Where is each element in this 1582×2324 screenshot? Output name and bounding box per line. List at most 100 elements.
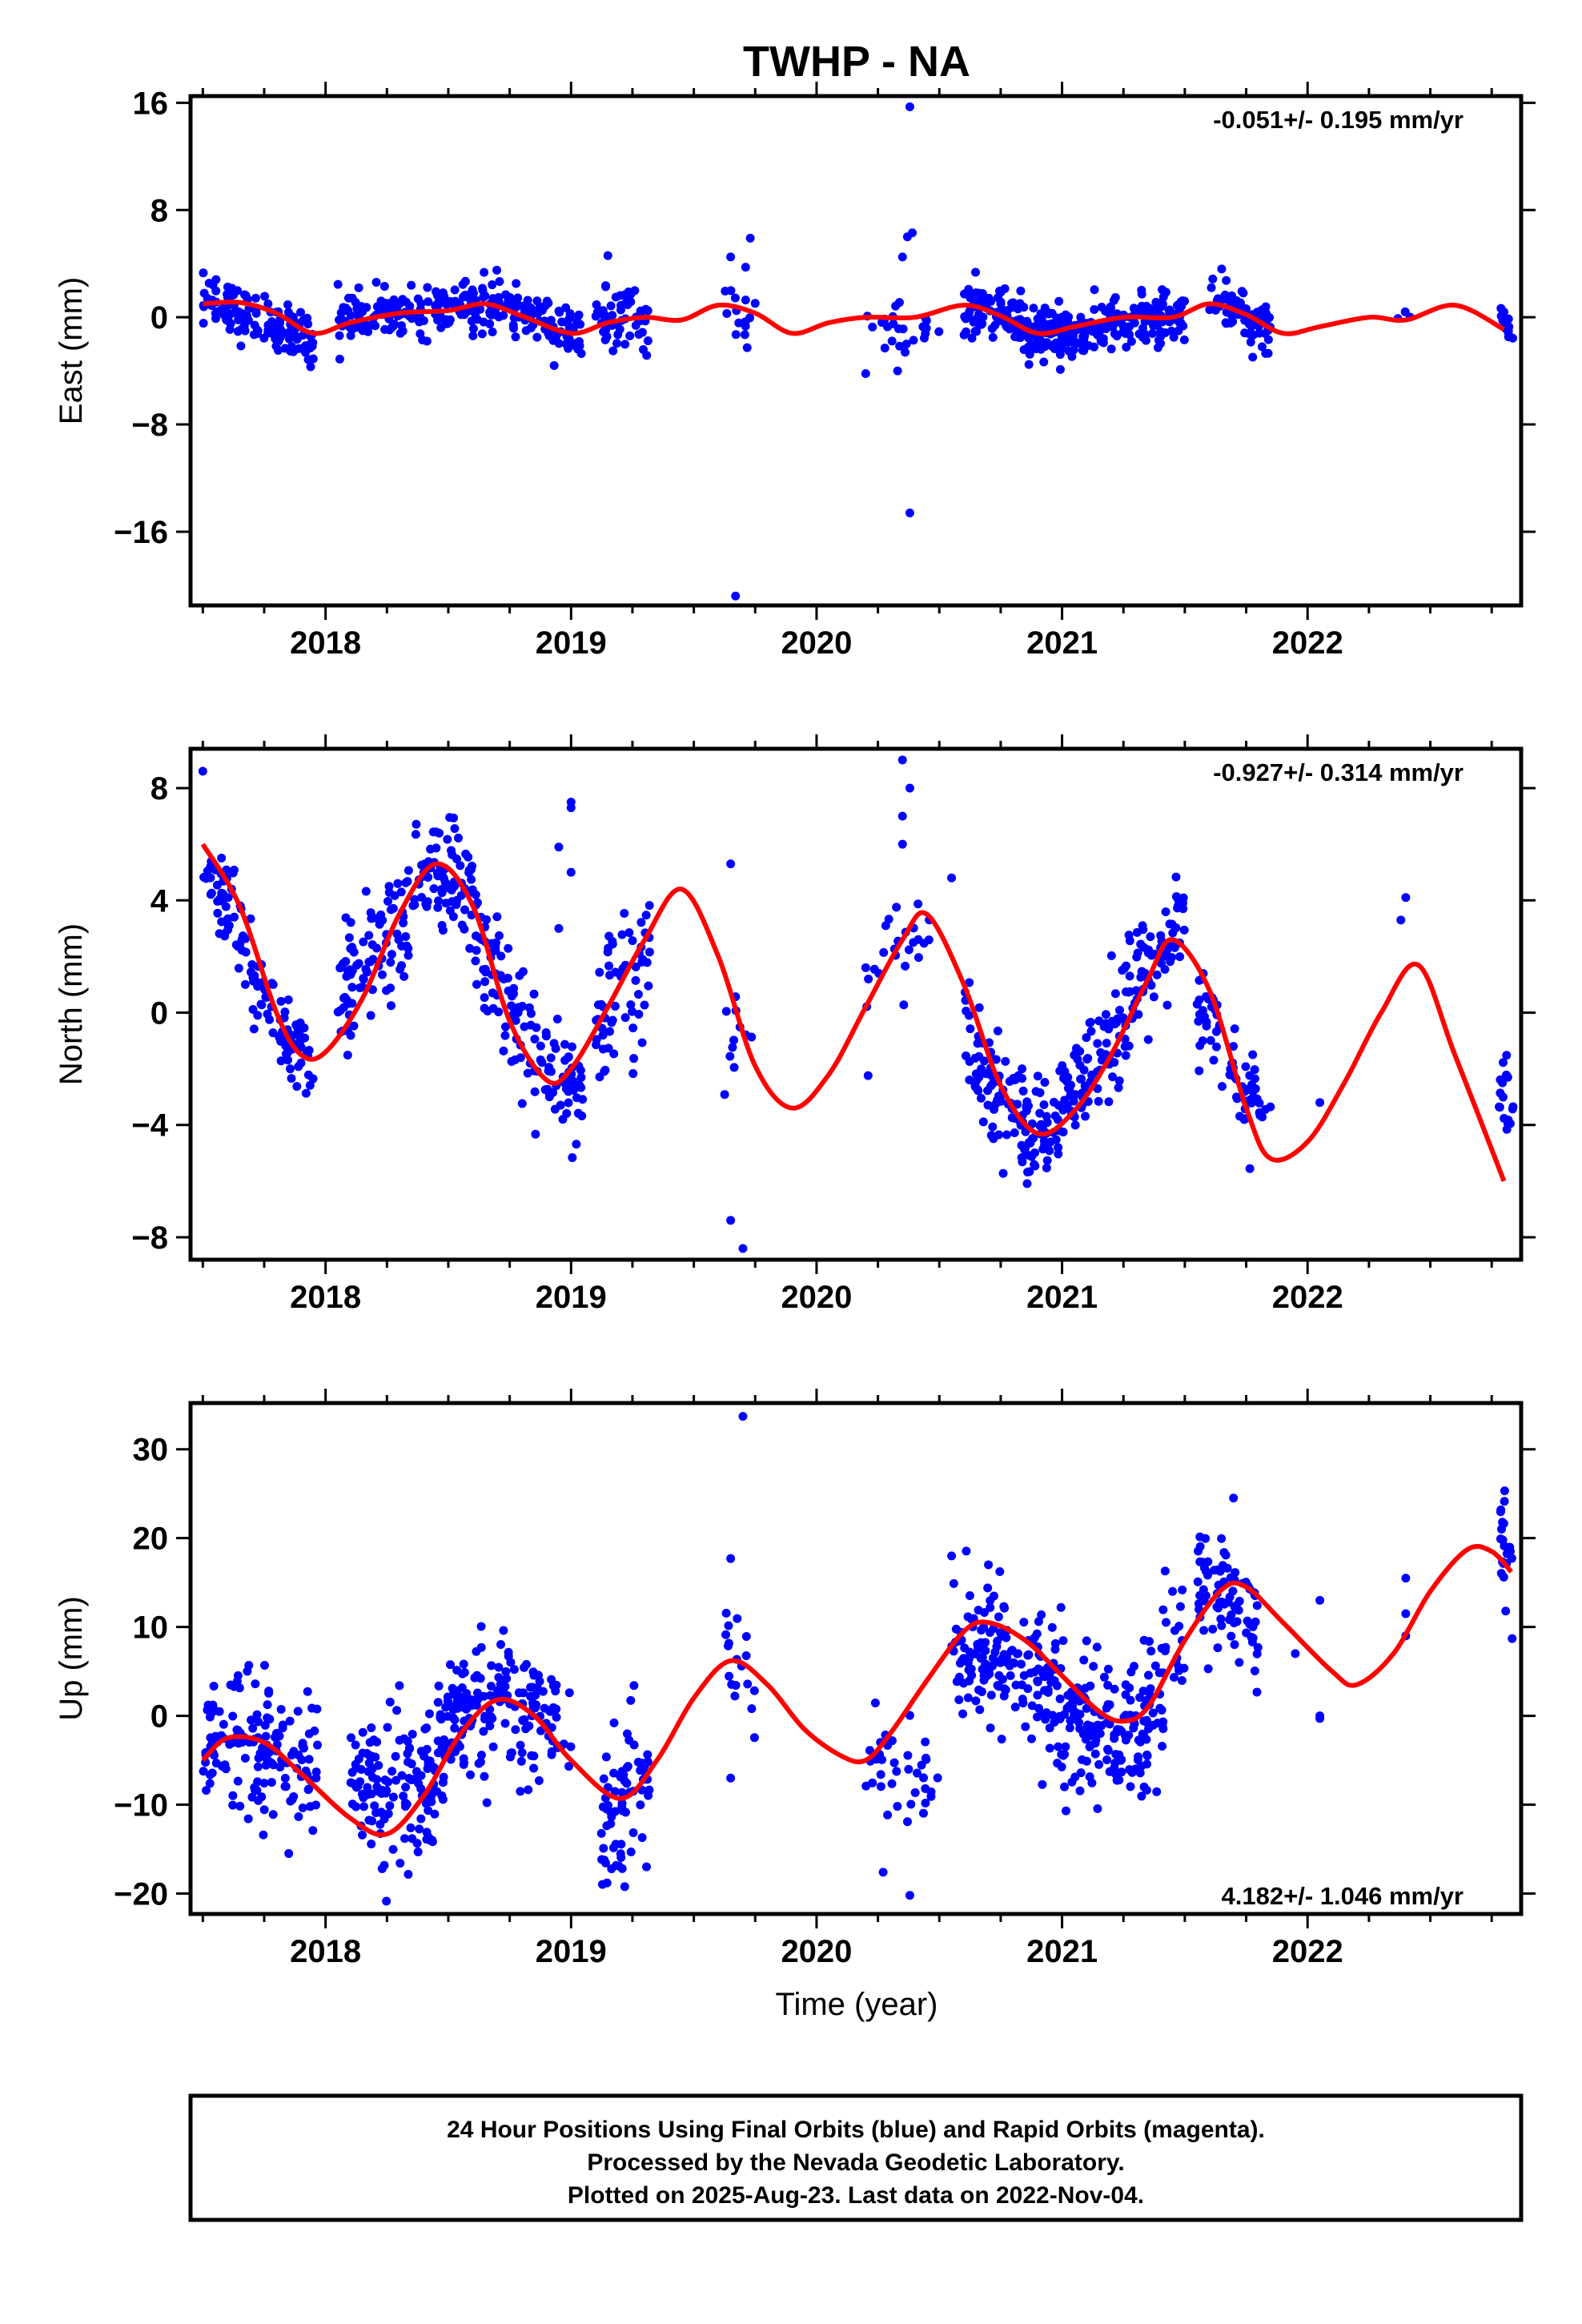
- data-point: [396, 887, 406, 897]
- data-point: [308, 354, 318, 364]
- data-point: [283, 995, 293, 1005]
- footer-line-2: Processed by the Nevada Geodetic Laborat…: [587, 2149, 1124, 2176]
- data-point: [485, 319, 495, 328]
- data-point: [206, 862, 215, 871]
- data-point: [1507, 1554, 1516, 1563]
- data-point: [400, 1834, 409, 1844]
- data-point: [281, 1782, 291, 1791]
- data-point: [876, 1782, 885, 1791]
- data-point: [1263, 335, 1273, 344]
- data-point: [1500, 1497, 1509, 1506]
- data-point: [642, 351, 652, 360]
- data-point: [1137, 1791, 1146, 1801]
- data-point: [253, 1777, 263, 1787]
- data-point: [1150, 1661, 1160, 1671]
- data-point: [389, 295, 399, 304]
- data-point: [1065, 1701, 1074, 1711]
- x-tick-label: 2020: [781, 625, 852, 661]
- data-point: [864, 974, 873, 983]
- data-point: [738, 1412, 748, 1421]
- data-point: [628, 1007, 637, 1016]
- data-point: [1209, 1055, 1219, 1065]
- data-point: [603, 1783, 612, 1792]
- data-point: [488, 327, 497, 336]
- data-point: [1082, 1033, 1091, 1043]
- data-point: [729, 1063, 739, 1072]
- data-point: [546, 1053, 556, 1063]
- data-point: [1058, 1636, 1068, 1646]
- data-point: [1217, 1082, 1227, 1092]
- data-point: [1102, 1755, 1112, 1765]
- data-point: [1207, 283, 1216, 292]
- data-point: [395, 1735, 404, 1745]
- data-point: [974, 1003, 984, 1012]
- data-point: [500, 1719, 510, 1728]
- data-point: [1023, 1684, 1033, 1694]
- data-point: [1054, 1143, 1063, 1152]
- data-point: [347, 983, 357, 992]
- data-point: [1035, 1088, 1045, 1097]
- data-point: [492, 912, 502, 922]
- x-tick-label: 2022: [1272, 625, 1343, 661]
- data-point: [304, 1729, 314, 1739]
- data-point: [726, 1554, 736, 1563]
- data-point: [949, 1578, 958, 1588]
- data-point: [1080, 331, 1090, 340]
- data-point: [1167, 919, 1177, 929]
- data-point: [458, 279, 468, 289]
- data-point: [397, 1771, 407, 1780]
- data-point: [1129, 1662, 1138, 1671]
- data-point: [354, 283, 363, 292]
- data-point: [426, 844, 436, 854]
- data-point: [1396, 915, 1406, 925]
- data-point: [745, 313, 755, 323]
- data-point: [891, 301, 901, 311]
- data-point: [1018, 1064, 1027, 1074]
- data-point: [1143, 1719, 1153, 1728]
- data-point: [294, 1811, 303, 1821]
- panel-2: 8 4 0 −4 −8 2018 2019 2020 2021 2022 North (mm) -0.…: [54, 734, 1536, 1315]
- data-point: [487, 1661, 496, 1671]
- data-point: [263, 299, 273, 308]
- data-point: [604, 931, 614, 941]
- data-point: [1259, 314, 1269, 324]
- data-point: [1076, 1075, 1086, 1084]
- data-point: [396, 328, 405, 338]
- data-point: [952, 1677, 962, 1687]
- data-point: [527, 1751, 536, 1760]
- data-point: [263, 1700, 272, 1710]
- data-point: [1060, 1067, 1070, 1076]
- data-point: [989, 1591, 998, 1601]
- data-point: [1240, 328, 1250, 338]
- data-point: [1195, 1041, 1205, 1051]
- data-point: [1110, 1734, 1119, 1743]
- data-point: [509, 989, 519, 999]
- data-point: [207, 1768, 217, 1778]
- data-point: [1252, 1601, 1262, 1610]
- data-point: [555, 308, 564, 317]
- data-point: [1142, 1759, 1152, 1769]
- data-point: [1171, 892, 1181, 902]
- data-point: [383, 1723, 392, 1732]
- data-point: [386, 958, 396, 967]
- data-point: [1194, 1016, 1203, 1026]
- data-point: [267, 1778, 276, 1787]
- data-point: [976, 1093, 986, 1103]
- data-point: [305, 1080, 315, 1090]
- data-point: [622, 1729, 632, 1739]
- data-point: [228, 868, 238, 878]
- data-point: [1121, 1051, 1130, 1060]
- data-point: [1006, 1671, 1015, 1680]
- data-point: [288, 347, 298, 356]
- data-point: [339, 1003, 348, 1012]
- data-point: [417, 892, 427, 902]
- data-point: [644, 1785, 654, 1795]
- data-point: [607, 1812, 616, 1822]
- data-point: [965, 1647, 974, 1657]
- data-point: [1138, 1687, 1148, 1696]
- data-point: [1248, 352, 1258, 362]
- data-point: [549, 360, 559, 370]
- data-point: [1114, 1750, 1124, 1759]
- data-point: [617, 1799, 627, 1808]
- data-point: [518, 301, 528, 311]
